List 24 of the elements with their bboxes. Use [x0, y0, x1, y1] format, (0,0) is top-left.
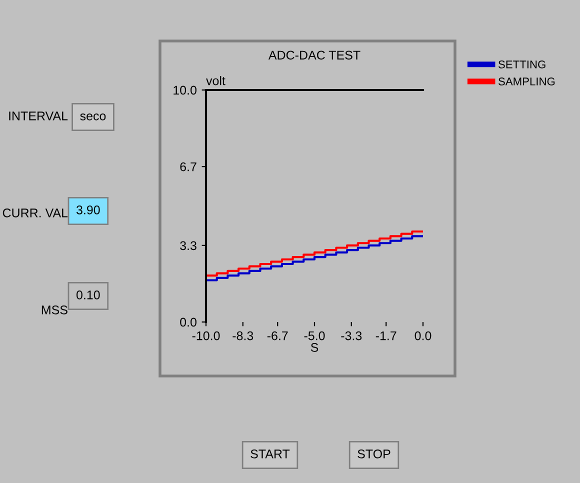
y-tick-label: 6.7 [180, 162, 196, 172]
y-tick-label: 3.3 [180, 241, 196, 250]
x-tick-label: -8.3 [232, 331, 254, 340]
text: START [250, 450, 290, 458]
legend-label: SAMPLING [498, 78, 555, 86]
text: 3.90 [76, 206, 100, 214]
x-tick-label: -10.0 [192, 331, 220, 340]
x-axis-title: S [310, 343, 318, 352]
text: STOP [358, 450, 390, 458]
x-tick-label: 0.0 [414, 331, 432, 340]
text: INTERVAL [9, 112, 68, 120]
legend-label: SETTING [498, 60, 546, 68]
x-tick-label: -1.7 [376, 331, 396, 340]
text: seco [80, 114, 106, 120]
x-tick-label: -3.3 [341, 331, 362, 340]
chart-title: ADC-DAC TEST [268, 50, 360, 60]
text: MSS [42, 306, 68, 314]
x-tick-label: -5.0 [304, 331, 325, 340]
text: CURR. VAL [2, 208, 68, 218]
y-tick-label: 0.0 [180, 318, 196, 327]
y-tick-label: 10.0 [174, 86, 196, 95]
text: 0.10 [76, 290, 100, 300]
y-axis-title: volt [206, 76, 226, 86]
x-tick-label: -6.7 [267, 331, 288, 340]
